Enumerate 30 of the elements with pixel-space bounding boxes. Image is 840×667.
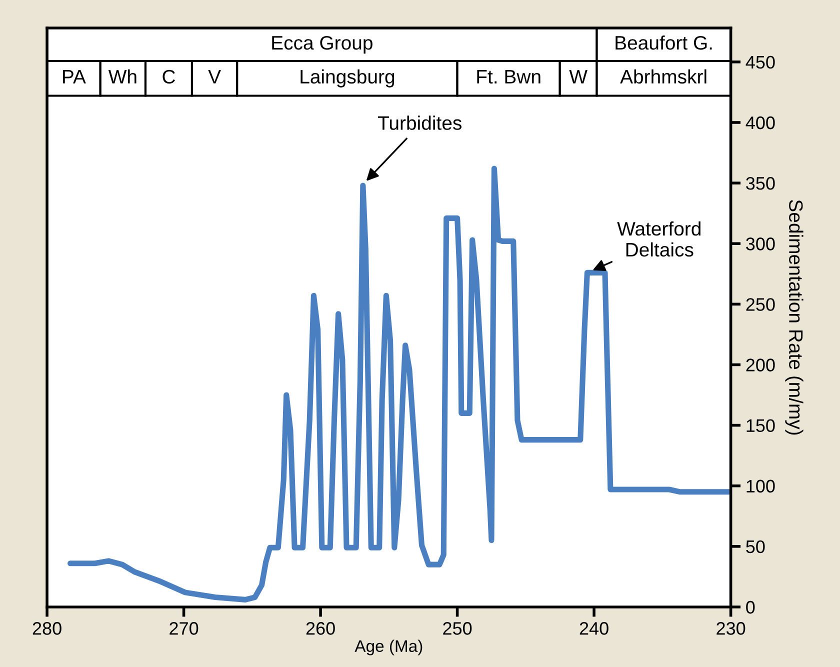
band-label: Laingsburg <box>300 69 394 88</box>
y-tick-label: 0 <box>746 600 755 614</box>
y-tick-label: 450 <box>746 56 775 69</box>
band-label: Ft. Bwn <box>477 70 540 84</box>
band-label: Wh <box>108 69 136 84</box>
x-tick-label: 250 <box>443 622 472 635</box>
x-tick-label: 270 <box>170 622 198 635</box>
x-tick-label: 230 <box>716 622 746 635</box>
x-axis-title: Age (Ma) <box>354 640 422 656</box>
x-tick-label: 280 <box>32 622 62 635</box>
y-tick-label: 400 <box>746 116 775 130</box>
band-label: PA <box>63 70 86 84</box>
annotation: Waterford Deltaics <box>617 221 700 257</box>
y-tick-label: 50 <box>746 540 765 554</box>
y-tick-label: 150 <box>746 419 775 432</box>
y-tick-label: 200 <box>746 358 775 372</box>
annotation: Turbidites <box>378 116 462 130</box>
band-label: W <box>569 70 588 84</box>
y-tick-label: 250 <box>746 298 775 311</box>
y-axis-title: Sedimentation Rate (m/my) <box>785 200 804 435</box>
x-tick-label: 240 <box>580 622 608 635</box>
band-label: Abrhmskrl <box>620 69 706 84</box>
band-label: Ecca Group <box>272 36 372 54</box>
y-tick-label: 350 <box>746 176 775 190</box>
band-label: V <box>208 70 221 84</box>
x-tick-label: 260 <box>306 622 335 635</box>
band-label: C <box>162 70 176 84</box>
y-tick-label: 300 <box>746 238 775 250</box>
y-tick-label: 100 <box>746 480 775 493</box>
band-label: Beaufort G. <box>616 35 712 50</box>
